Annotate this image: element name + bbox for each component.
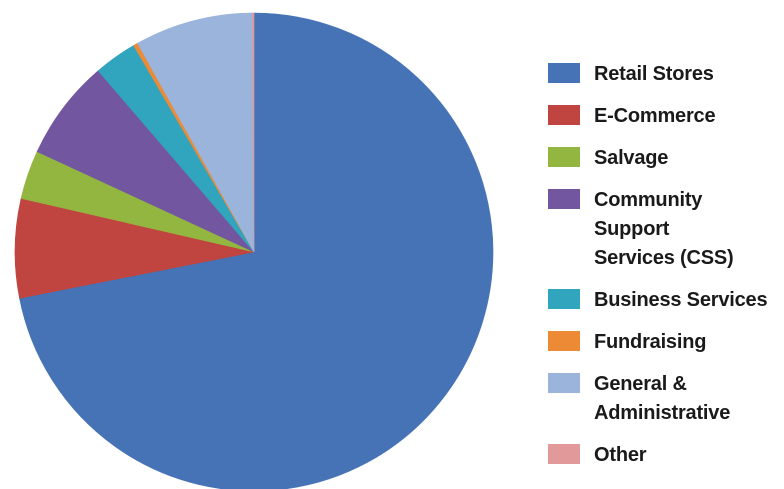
pie-slice-retail-stores [19,12,494,489]
legend-swatch-other [548,444,580,464]
pie-slice-general-administrative [137,12,255,253]
legend-swatch-fundraising [548,331,580,351]
legend: Retail Stores E-Commerce Salvage Community … [548,60,780,483]
legend-label-fundraising: Fundraising [594,331,707,353]
legend-label-e-commerce: E-Commerce [594,105,716,127]
legend-swatch-e-commerce [548,105,580,125]
legend-swatch-community-support-services-css [548,189,580,209]
legend-label-retail-stores: Retail Stores [594,63,714,85]
legend-item-retail-stores: Retail Stores [548,60,780,89]
legend-label-salvage: Salvage [594,147,669,169]
legend-item-other: Other [548,441,780,470]
pie-slices [14,12,494,489]
legend-item-e-commerce: E-Commerce [548,102,780,131]
legend-label-community-support-services-css: Community Support Services (CSS) [594,189,734,269]
legend-item-community-support-services-css: Community Support Services (CSS) [548,186,780,273]
legend-swatch-general-administrative [548,373,580,393]
legend-item-general-administrative: General & Administrative [548,370,780,428]
legend-swatch-salvage [548,147,580,167]
legend-item-salvage: Salvage [548,144,780,173]
pie-chart [14,12,494,489]
legend-swatch-retail-stores [548,63,580,83]
pie-slice-other [252,12,255,253]
legend-item-fundraising: Fundraising [548,328,780,357]
legend-label-business-services: Business Services [594,289,768,311]
legend-label-other: Other [594,444,647,466]
legend-label-general-administrative: General & Administrative [594,373,731,424]
legend-swatch-business-services [548,289,580,309]
legend-item-business-services: Business Services [548,286,780,315]
